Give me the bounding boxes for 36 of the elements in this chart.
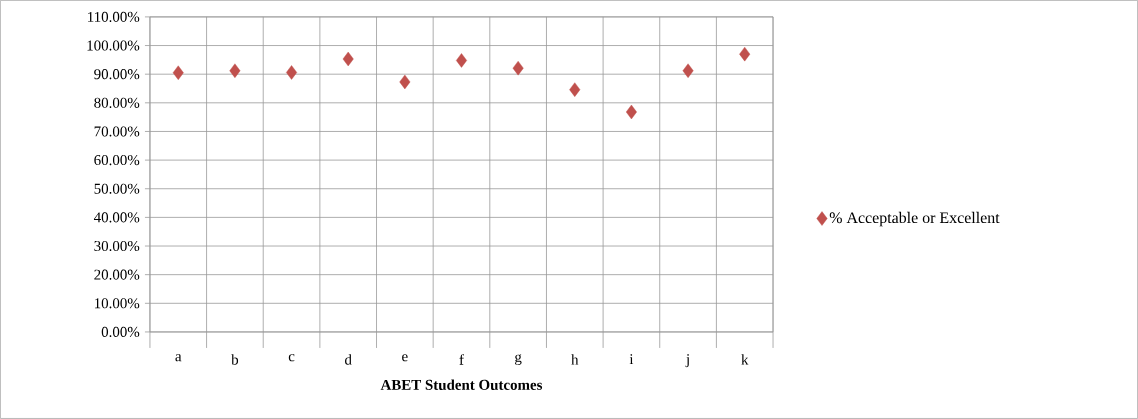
y-tick-label: 30.00% [94, 241, 140, 252]
x-tick-label: i [629, 354, 634, 365]
x-tick-label: c [288, 354, 295, 362]
point [286, 65, 297, 80]
y-tick-label: 50.00% [94, 183, 140, 194]
point [456, 53, 467, 68]
y-tick-label: 110.00% [88, 11, 140, 23]
point [512, 61, 524, 76]
point [682, 63, 694, 78]
point [739, 46, 751, 62]
x-tick-label: k [741, 354, 749, 365]
x-tick-label: d [345, 354, 352, 365]
point [625, 104, 637, 120]
point [172, 65, 184, 81]
x-tick-label: h [571, 354, 579, 365]
x-tick-label: j [685, 354, 689, 368]
y-tick-label: 0.00% [101, 326, 140, 338]
y-tick-label: 60.00% [94, 155, 140, 166]
y-tick-label: 20.00% [94, 269, 140, 280]
point [569, 82, 581, 97]
y-tick-label: 100.00% [87, 40, 140, 51]
x-tick-label: g [515, 354, 522, 366]
point [229, 63, 241, 78]
x-tick-label: e [402, 354, 408, 362]
legend-label: % Acceptable or Excellent [829, 211, 1000, 227]
point [342, 51, 354, 67]
x-tick-label: b [231, 354, 239, 365]
x-tick-label: a [175, 354, 182, 362]
x-tick-label: f [459, 354, 464, 365]
y-tick-label: 70.00% [94, 126, 140, 137]
y-tick-label: 40.00% [93, 212, 140, 223]
y-tick-label: 90.00% [94, 69, 140, 80]
x-axis-title: ABET Student Outcomes [380, 379, 543, 390]
point [399, 74, 411, 90]
y-tick-label: 80.00% [94, 97, 140, 108]
y-tick-label: 10.00% [94, 298, 140, 309]
